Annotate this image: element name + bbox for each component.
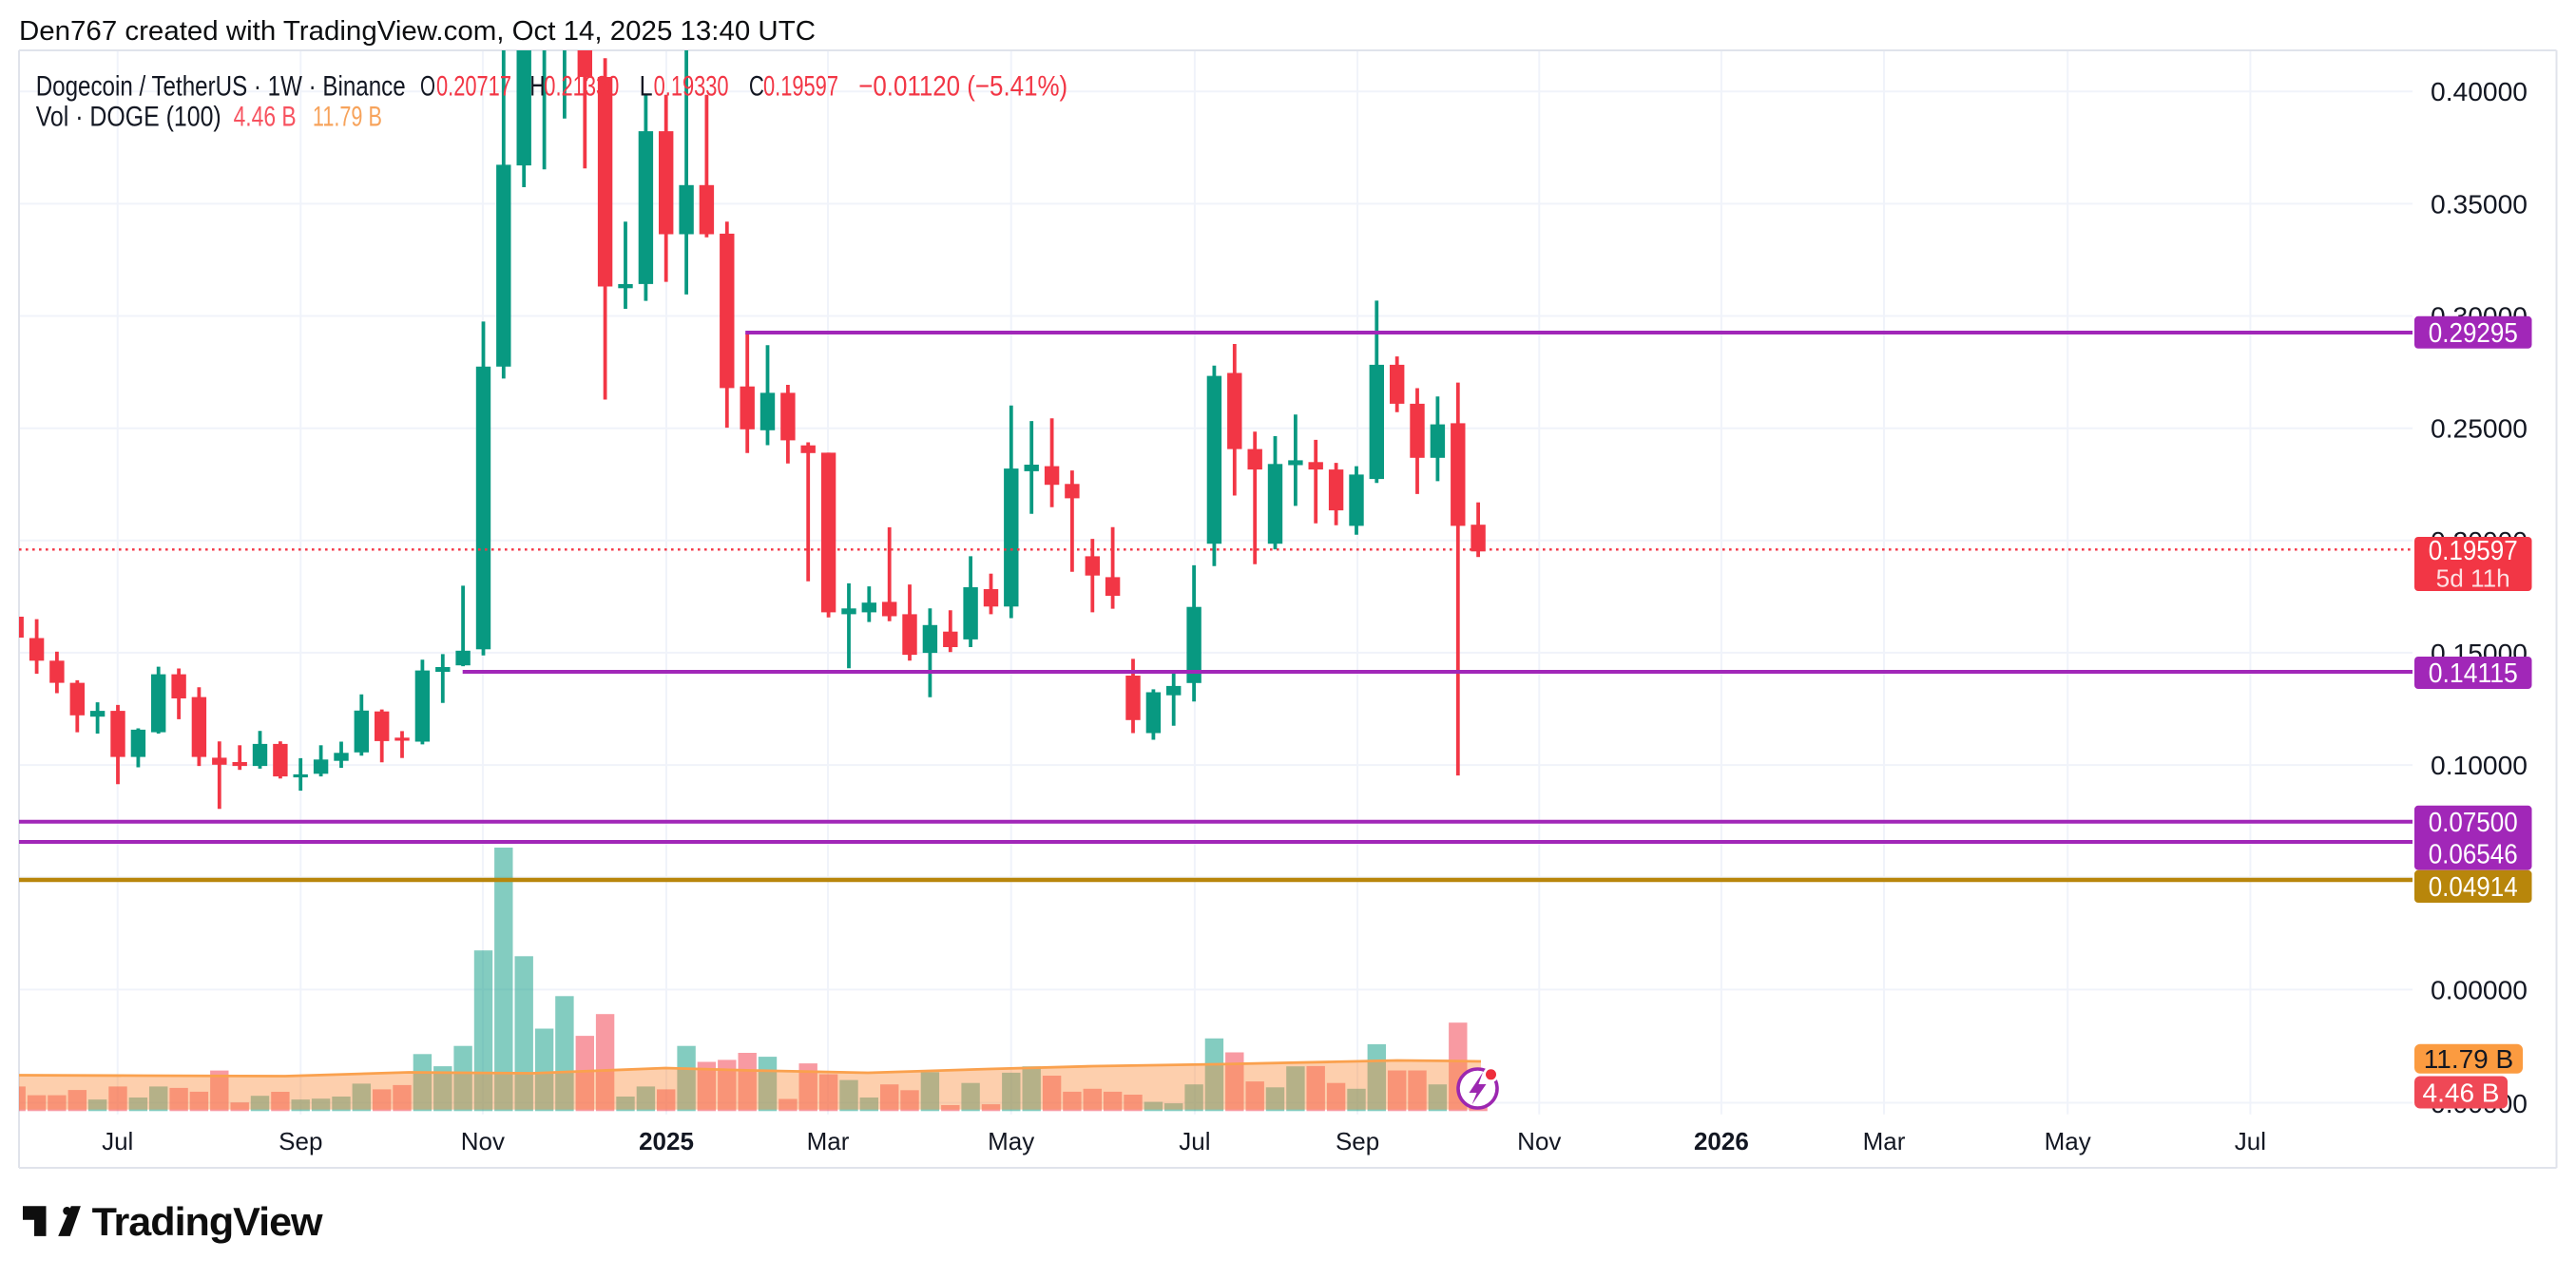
svg-text:Jul: Jul — [1179, 1127, 1210, 1155]
svg-text:2025: 2025 — [639, 1127, 694, 1155]
svg-text:L: L — [640, 71, 653, 103]
svg-text:Jul: Jul — [102, 1127, 133, 1155]
svg-text:O: O — [420, 71, 435, 103]
svg-text:0.04914: 0.04914 — [2429, 872, 2518, 903]
svg-text:4.46 B: 4.46 B — [234, 102, 297, 133]
svg-text:Nov: Nov — [1517, 1127, 1561, 1155]
svg-text:Nov: Nov — [461, 1127, 505, 1155]
svg-text:2026: 2026 — [1694, 1127, 1749, 1155]
svg-text:Jul: Jul — [2235, 1127, 2266, 1155]
svg-text:5d 11h: 5d 11h — [2436, 564, 2510, 593]
svg-text:TradingView: TradingView — [92, 1199, 323, 1244]
svg-text:0.25000: 0.25000 — [2431, 414, 2528, 444]
svg-text:0.19597: 0.19597 — [2429, 536, 2518, 566]
svg-text:11.79 B: 11.79 B — [313, 102, 382, 133]
svg-text:Den767 created with TradingVie: Den767 created with TradingView.com, Oct… — [19, 16, 816, 47]
svg-text:Mar: Mar — [807, 1127, 850, 1155]
svg-text:0.00000: 0.00000 — [2431, 975, 2528, 1004]
svg-text:0.20717: 0.20717 — [436, 71, 511, 103]
svg-text:0.19597: 0.19597 — [763, 71, 838, 103]
svg-text:Sep: Sep — [279, 1127, 322, 1155]
svg-text:H: H — [529, 71, 545, 103]
svg-text:C: C — [749, 71, 764, 103]
svg-text:0.14115: 0.14115 — [2429, 659, 2518, 689]
svg-text:0.19330: 0.19330 — [654, 71, 729, 103]
svg-text:May: May — [2045, 1127, 2091, 1155]
svg-text:0.40000: 0.40000 — [2431, 77, 2528, 106]
svg-text:4.46 B: 4.46 B — [2423, 1079, 2500, 1108]
svg-text:Dogecoin / TetherUS · 1W · Bin: Dogecoin / TetherUS · 1W · Binance — [36, 71, 406, 103]
svg-text:0.10000: 0.10000 — [2431, 751, 2528, 780]
svg-text:11.79 B: 11.79 B — [2424, 1044, 2513, 1074]
svg-text:0.07500: 0.07500 — [2429, 808, 2518, 838]
svg-text:0.21330: 0.21330 — [544, 71, 619, 103]
svg-text:Vol · DOGE (100): Vol · DOGE (100) — [36, 102, 221, 133]
svg-text:Mar: Mar — [1863, 1127, 1906, 1155]
svg-text:May: May — [988, 1127, 1034, 1155]
svg-text:0.06546: 0.06546 — [2429, 840, 2518, 870]
svg-text:0.35000: 0.35000 — [2431, 189, 2528, 219]
svg-text:−0.01120 (−5.41%): −0.01120 (−5.41%) — [858, 71, 1067, 103]
svg-text:0.29295: 0.29295 — [2429, 318, 2518, 349]
svg-text:Sep: Sep — [1336, 1127, 1379, 1155]
